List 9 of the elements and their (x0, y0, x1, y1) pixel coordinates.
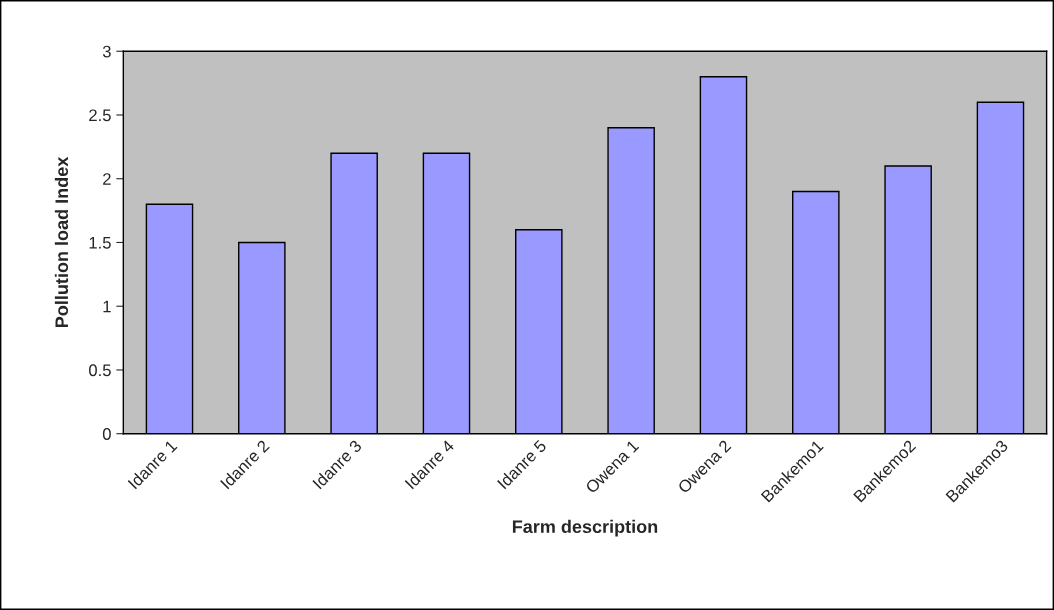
y-axis-title: Pollution load Index (54, 156, 69, 328)
y-tick-label: 2 (103, 173, 111, 185)
y-tick-label: 2.5 (89, 109, 111, 122)
y-tick-label: 0.5 (89, 364, 111, 377)
y-tick-label: 1 (103, 300, 111, 313)
y-tick-label: 1.5 (89, 237, 111, 249)
y-tick-label: 3 (102, 45, 111, 58)
x-axis-title: Farm description (512, 519, 658, 537)
y-tick-label: 0 (102, 428, 111, 440)
